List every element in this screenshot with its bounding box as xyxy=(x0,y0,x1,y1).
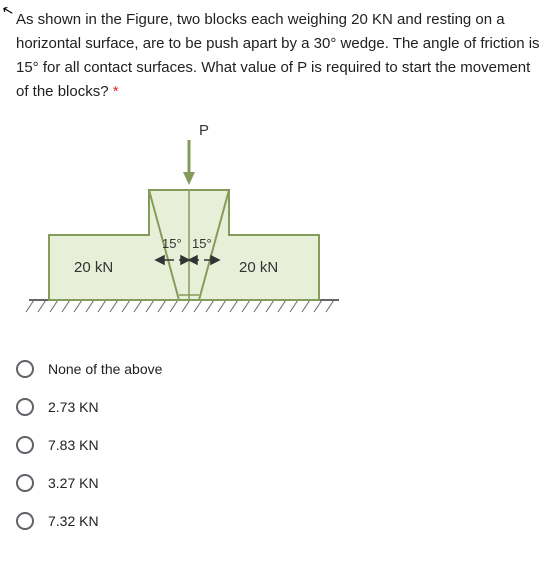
radio-option[interactable]: 3.27 KN xyxy=(16,474,541,492)
radio-circle-icon xyxy=(16,512,34,530)
cursor-icon: ↖ xyxy=(0,1,16,20)
required-asterisk: * xyxy=(109,83,119,100)
right-angle-label: 15° xyxy=(192,236,212,251)
radio-circle-icon xyxy=(16,436,34,454)
radio-circle-icon xyxy=(16,474,34,492)
radio-circle-icon xyxy=(16,398,34,416)
option-label: 3.27 KN xyxy=(48,475,99,491)
question-text: As shown in the Figure, two blocks each … xyxy=(16,8,541,104)
radio-option[interactable]: 7.83 KN xyxy=(16,436,541,454)
option-label: None of the above xyxy=(48,361,162,377)
left-angle-label: 15° xyxy=(162,236,182,251)
question-body: As shown in the Figure, two blocks each … xyxy=(16,11,540,100)
option-label: 7.32 KN xyxy=(48,513,99,529)
radio-option[interactable]: 2.73 KN xyxy=(16,398,541,416)
radio-option[interactable]: None of the above xyxy=(16,360,541,378)
options-group: None of the above 2.73 KN 7.83 KN 3.27 K… xyxy=(16,360,541,530)
option-label: 7.83 KN xyxy=(48,437,99,453)
p-label: P xyxy=(199,122,209,139)
radio-option[interactable]: 7.32 KN xyxy=(16,512,541,530)
radio-circle-icon xyxy=(16,360,34,378)
option-label: 2.73 KN xyxy=(48,399,99,415)
right-block-label: 20 kN xyxy=(239,259,278,276)
wedge-figure: P xyxy=(24,120,344,330)
left-block-label: 20 kN xyxy=(74,259,113,276)
